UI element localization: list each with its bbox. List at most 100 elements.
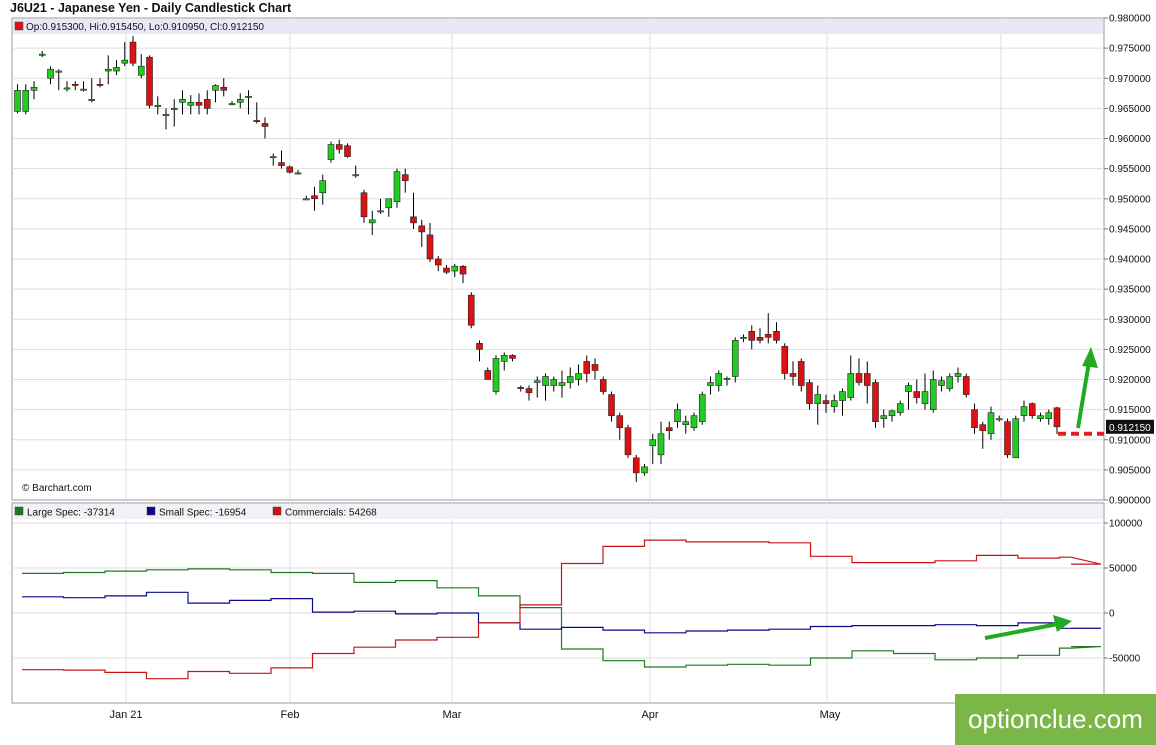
candle-body	[269, 156, 277, 159]
cot-legend-label: Small Spec: -16954	[159, 508, 247, 519]
candle-body	[484, 370, 492, 380]
candle-body	[113, 67, 120, 72]
price-tick-label: 0.935000	[1109, 285, 1151, 296]
candle-body	[492, 358, 500, 392]
candle-body	[682, 421, 690, 425]
candle-body	[137, 65, 145, 76]
candle-body	[971, 409, 978, 429]
cot-tick-label: 50000	[1109, 564, 1137, 575]
candle-body	[987, 412, 995, 435]
candle-body	[121, 59, 129, 64]
cot-series-line	[22, 568, 1102, 668]
candle-body	[294, 172, 302, 175]
candle-body	[797, 361, 805, 386]
candle-body	[723, 377, 731, 380]
cot-legend-swatch	[146, 506, 156, 516]
candle-body	[632, 457, 640, 474]
cot-legend-label: Large Spec: -37314	[27, 508, 115, 519]
price-tick-label: 0.955000	[1109, 164, 1151, 175]
candle-body	[872, 382, 879, 422]
x-axis-label: Mar	[443, 709, 462, 721]
candle-body	[212, 85, 219, 91]
price-tick-label: 0.950000	[1109, 194, 1151, 205]
price-tick-label: 0.960000	[1109, 134, 1151, 145]
candle-body	[451, 265, 459, 272]
price-tick-label: 0.940000	[1109, 255, 1151, 266]
candle-body	[467, 294, 475, 326]
candle-body	[814, 394, 822, 404]
candle-body	[129, 41, 137, 64]
candle-body	[1020, 406, 1028, 416]
chart-title: J6U21 - Japanese Yen - Daily Candlestick…	[10, 1, 292, 15]
candle-body	[946, 376, 954, 389]
price-tick-label: 0.920000	[1109, 375, 1151, 386]
candle-body	[773, 330, 780, 341]
candle-body	[896, 403, 904, 413]
candle-body	[781, 346, 789, 374]
candle-body	[368, 219, 376, 224]
candle-body	[995, 418, 1003, 421]
candle-body	[14, 90, 21, 112]
watermark-logo: optionclue.com	[955, 694, 1156, 745]
candle-body	[1004, 421, 1011, 456]
candle-body	[203, 99, 211, 109]
candle-body	[500, 355, 508, 362]
candle-body	[1053, 407, 1061, 428]
candle-body	[542, 376, 549, 386]
candle-body	[624, 427, 632, 456]
cot-legend-band	[13, 504, 1103, 519]
candle-body	[261, 123, 269, 127]
candle-body	[47, 68, 54, 79]
candle-body	[905, 385, 912, 392]
candle-body	[352, 174, 360, 177]
cot-legend-swatch	[14, 506, 24, 516]
candle-body	[525, 388, 533, 394]
candle-body	[674, 409, 681, 422]
candle-body	[1037, 415, 1044, 419]
candle-body	[319, 180, 327, 194]
candle-body	[575, 373, 582, 380]
candle-body	[63, 87, 71, 90]
candle-body	[1012, 418, 1020, 459]
candle-body	[509, 355, 516, 359]
cot-panel-frame	[11, 502, 1105, 704]
candle-body	[764, 334, 772, 338]
candle-body	[954, 373, 962, 377]
candle-body	[335, 144, 343, 150]
candle-body	[377, 210, 384, 213]
candle-body	[401, 174, 409, 181]
candle-body	[591, 364, 599, 371]
candle-body	[830, 400, 838, 407]
price-tick-label: 0.905000	[1109, 465, 1151, 476]
last-price-box	[1106, 419, 1154, 434]
candle-body	[1028, 403, 1036, 416]
candle-body	[286, 166, 294, 173]
candle-body	[847, 373, 855, 398]
candle-body	[443, 267, 450, 273]
candle-body	[88, 99, 96, 101]
price-tick-label: 0.980000	[1109, 14, 1151, 25]
candle-body	[80, 88, 87, 91]
candle-body	[55, 70, 63, 73]
candle-body	[698, 394, 706, 422]
candle-body	[839, 391, 846, 401]
ohlc-swatch	[14, 21, 24, 31]
candle-body	[863, 373, 871, 386]
candle-body	[583, 361, 591, 374]
candle-body	[434, 258, 442, 266]
candle-body	[566, 376, 574, 383]
candle-body	[344, 145, 351, 157]
cot-tick-label: -50000	[1109, 654, 1141, 665]
candle-body	[278, 162, 285, 166]
candle-body	[707, 382, 714, 386]
candle-body	[913, 391, 921, 398]
candle-body	[360, 192, 368, 218]
candle-body	[302, 198, 310, 201]
candle-body	[715, 373, 723, 386]
candle-body	[30, 86, 38, 91]
x-axis-label: Jan 21	[109, 709, 142, 721]
cot-series-line	[22, 591, 1102, 634]
cot-green-arrow-shaft	[984, 622, 1059, 640]
